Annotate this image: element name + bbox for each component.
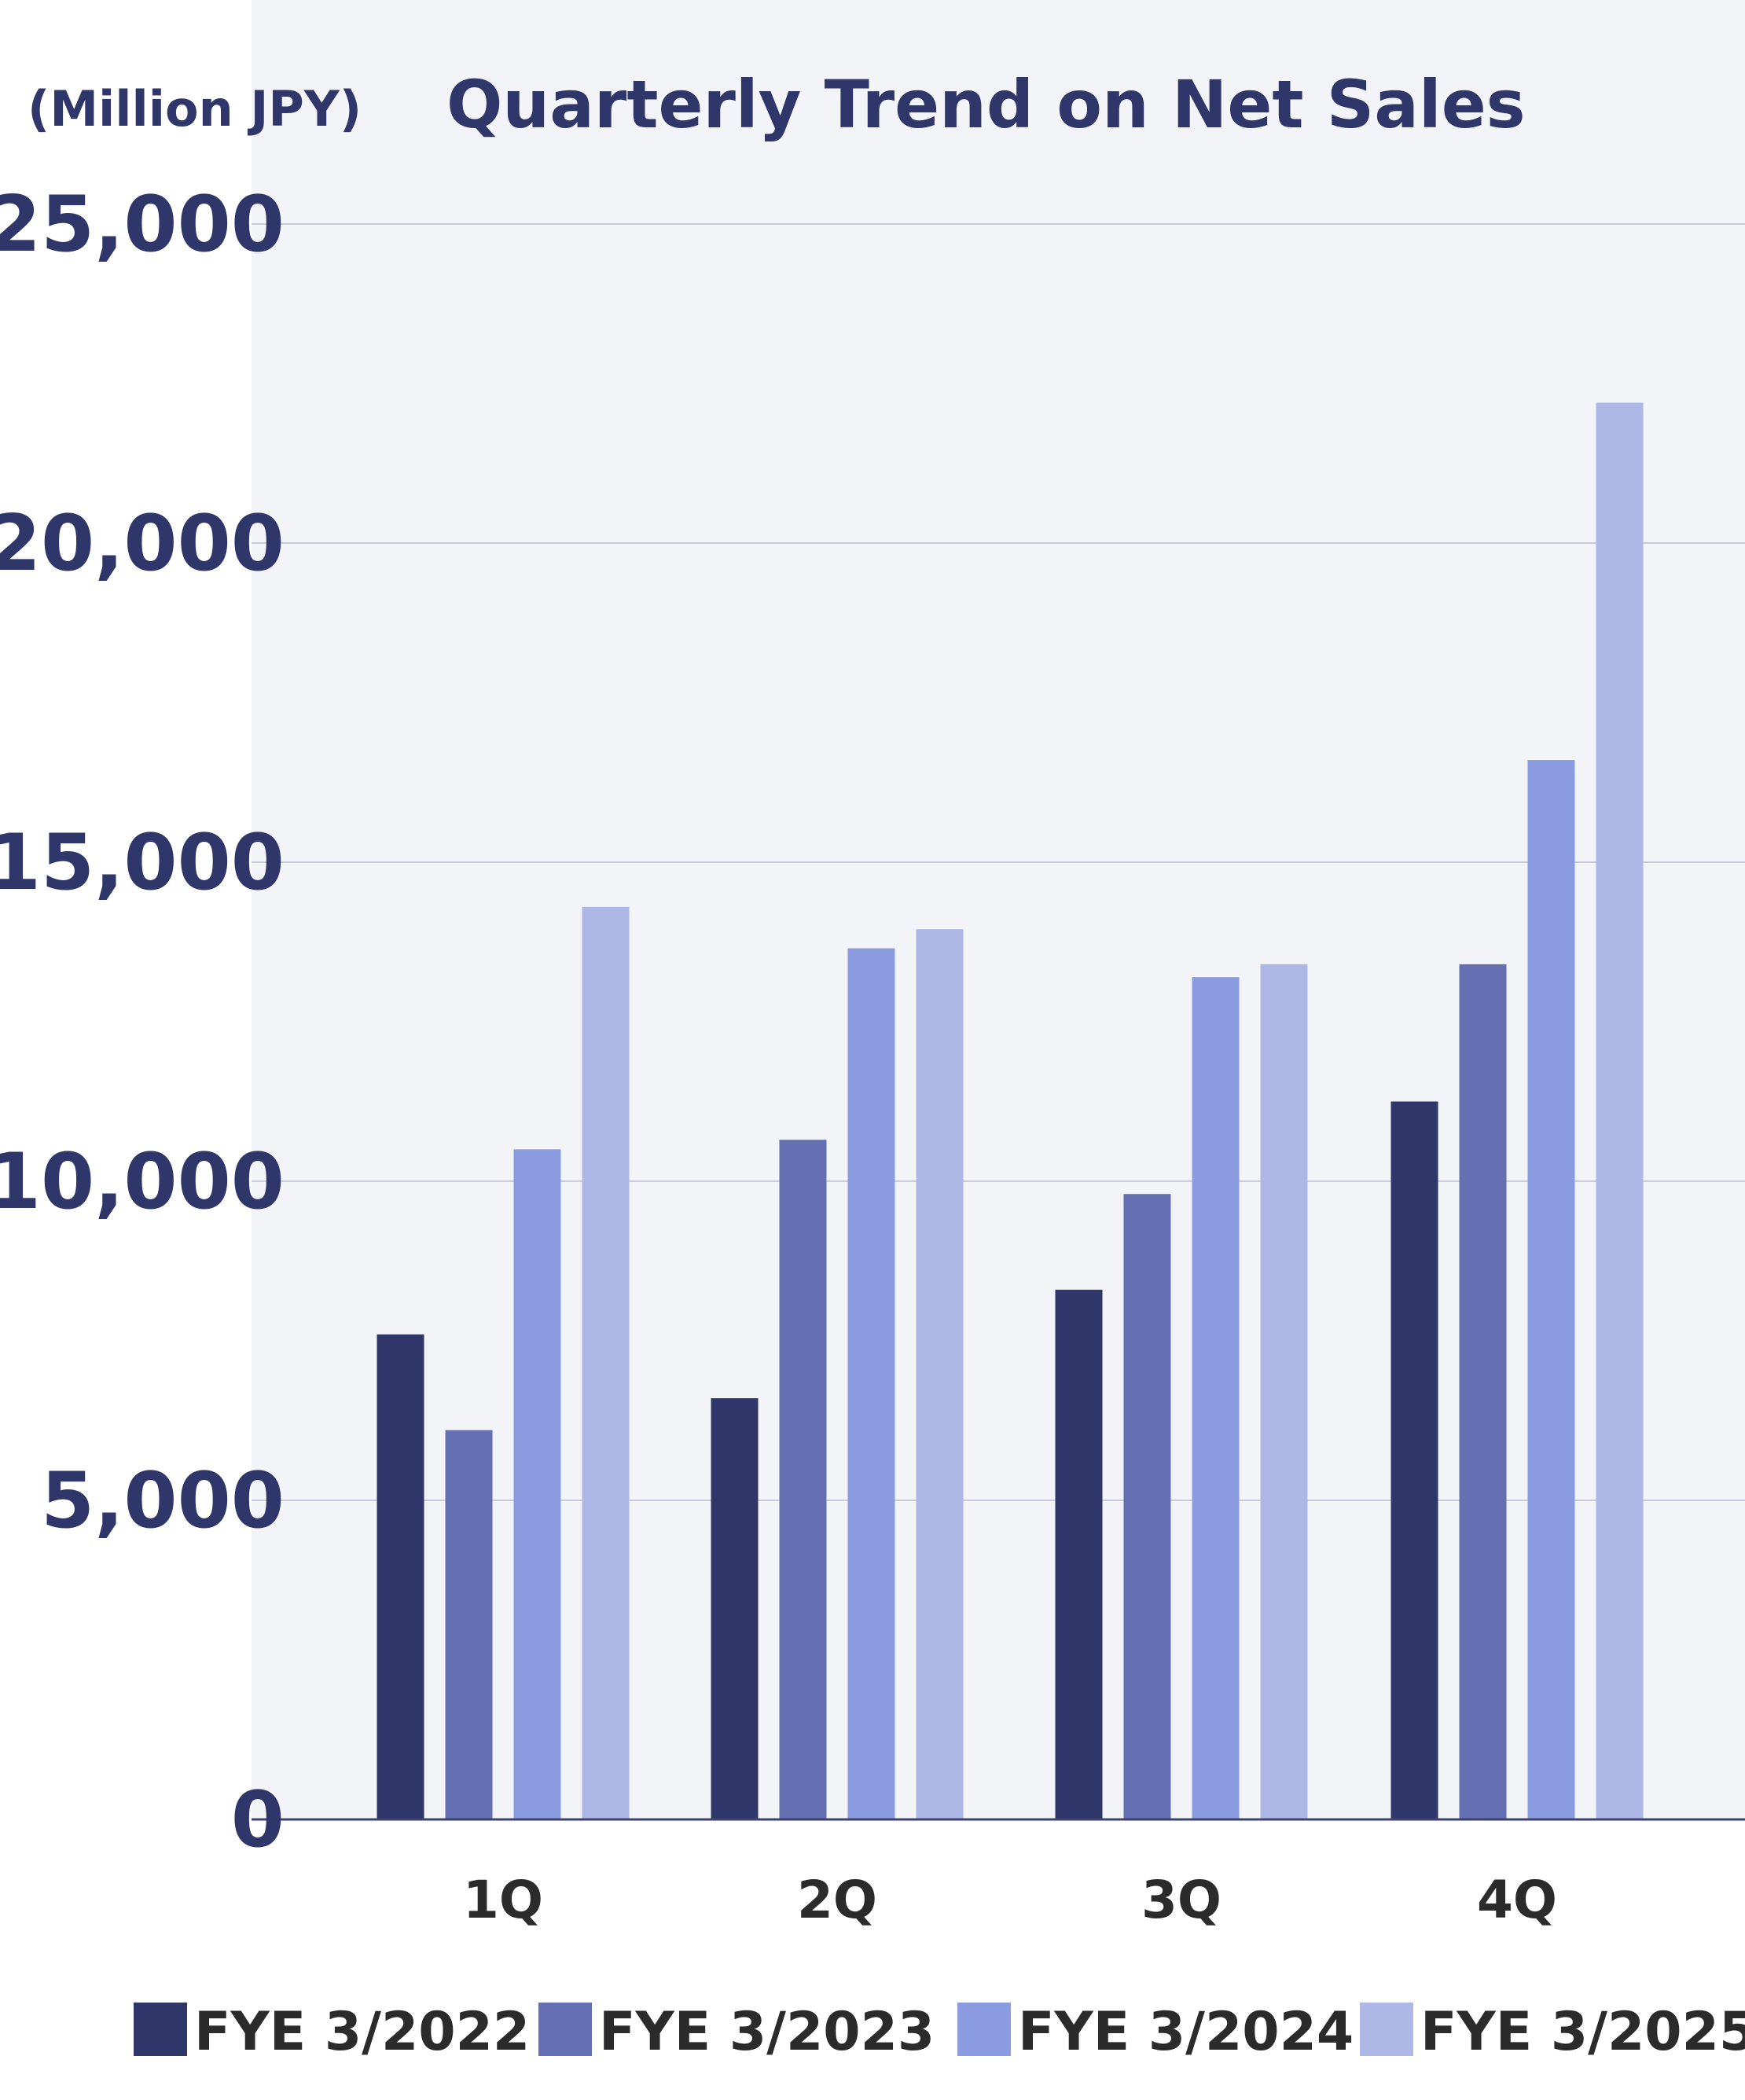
bar <box>1527 760 1575 1819</box>
y-tick-label: 15,000 <box>0 818 285 908</box>
x-tick-label: 2Q <box>797 1870 877 1930</box>
legend-label: FYE 3/2025 <box>1420 2001 1745 2063</box>
x-tick-label: 1Q <box>463 1870 543 1930</box>
legend-swatch <box>1360 2003 1413 2056</box>
y-tick-label: 20,000 <box>0 499 285 589</box>
bar <box>513 1149 561 1819</box>
y-tick-label: 25,000 <box>0 180 285 270</box>
bar <box>1123 1194 1171 1819</box>
bar <box>916 929 964 1819</box>
unit-label: (Million JPY) <box>28 80 362 138</box>
bar <box>1260 964 1308 1819</box>
legend: FYE 3/2022 FYE 3/2023 FYE 3/2024 FYE 3/2025 <box>134 2001 1745 2063</box>
bar <box>779 1140 827 1819</box>
bar <box>1596 402 1644 1819</box>
legend-label: FYE 3/2022 <box>194 2001 530 2063</box>
x-tick-label: 3Q <box>1141 1870 1222 1930</box>
x-tick-labels: 1Q 2Q 3Q 4Q <box>463 1870 1557 1930</box>
bar <box>1459 964 1507 1819</box>
y-tick-label: 5,000 <box>41 1456 285 1546</box>
y-tick-label: 0 <box>231 1775 285 1865</box>
y-tick-label: 10,000 <box>0 1137 285 1227</box>
bar <box>377 1334 424 1819</box>
chart-title: Quarterly Trend on Net Sales <box>446 66 1526 143</box>
bar <box>445 1430 493 1819</box>
bar <box>847 948 895 1819</box>
legend-label: FYE 3/2023 <box>599 2001 935 2063</box>
bars <box>377 402 1644 1819</box>
bar <box>1390 1101 1438 1819</box>
legend-swatch <box>538 2003 592 2056</box>
bar <box>1055 1290 1103 1819</box>
legend-label: FYE 3/2024 <box>1018 2001 1354 2063</box>
bar <box>1192 977 1240 1819</box>
bar <box>582 906 630 1819</box>
legend-swatch <box>957 2003 1011 2056</box>
y-tick-labels: 0 5,000 10,000 15,000 20,000 25,000 <box>0 180 285 1865</box>
x-tick-label: 4Q <box>1477 1870 1557 1930</box>
bar <box>711 1398 759 1819</box>
legend-swatch <box>134 2003 187 2056</box>
